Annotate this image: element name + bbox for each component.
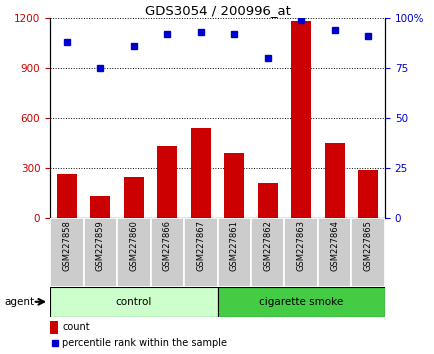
Text: GSM227861: GSM227861 — [229, 220, 238, 271]
Bar — [290, 21, 311, 218]
Bar — [56, 175, 77, 218]
Text: GSM227863: GSM227863 — [296, 220, 305, 271]
Title: GDS3054 / 200996_at: GDS3054 / 200996_at — [144, 4, 290, 17]
Bar — [157, 146, 177, 218]
Bar — [284, 218, 317, 287]
Text: GSM227858: GSM227858 — [62, 220, 71, 271]
Bar — [50, 287, 217, 317]
Text: percentile rank within the sample: percentile rank within the sample — [62, 338, 227, 348]
Bar — [317, 218, 351, 287]
Bar — [217, 287, 384, 317]
Bar — [217, 218, 250, 287]
Text: count: count — [62, 322, 89, 332]
Text: control: control — [115, 297, 151, 307]
Bar — [83, 218, 117, 287]
Bar — [357, 170, 378, 218]
Text: agent: agent — [4, 297, 34, 307]
Bar — [90, 196, 110, 218]
Bar — [117, 218, 150, 287]
Text: GSM227867: GSM227867 — [196, 220, 205, 271]
Bar — [123, 177, 144, 218]
Bar — [250, 218, 284, 287]
Bar — [50, 320, 58, 334]
Text: GSM227859: GSM227859 — [95, 220, 105, 270]
Bar — [190, 128, 210, 218]
Text: cigarette smoke: cigarette smoke — [259, 297, 342, 307]
Text: GSM227865: GSM227865 — [363, 220, 372, 271]
Bar — [324, 143, 344, 218]
Bar — [184, 218, 217, 287]
Bar — [50, 218, 83, 287]
Text: GSM227860: GSM227860 — [129, 220, 138, 271]
Bar — [257, 183, 277, 218]
Bar — [150, 218, 184, 287]
Text: GSM227862: GSM227862 — [263, 220, 272, 271]
Text: GSM227864: GSM227864 — [329, 220, 339, 271]
Bar — [224, 153, 244, 218]
Text: GSM227866: GSM227866 — [162, 220, 171, 271]
Bar — [351, 218, 384, 287]
